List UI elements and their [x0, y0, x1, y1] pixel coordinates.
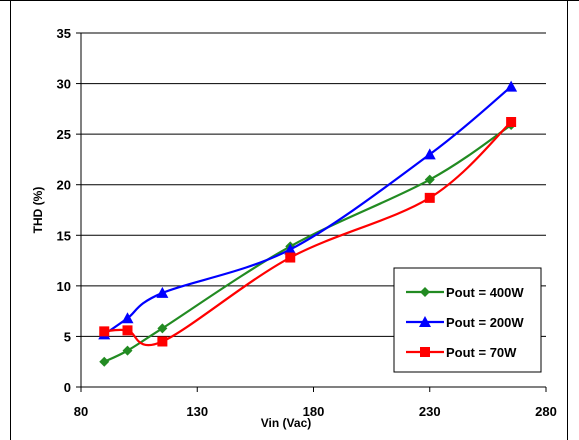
data-point — [121, 312, 134, 324]
data-point — [157, 323, 168, 334]
y-tick-label: 5 — [64, 329, 71, 344]
legend-box — [393, 267, 542, 373]
data-point — [122, 345, 133, 356]
data-point — [424, 174, 435, 185]
data-point — [424, 192, 435, 203]
data-point — [423, 148, 436, 160]
legend-label: Pout = 400W — [446, 285, 524, 300]
series-2 — [99, 117, 517, 347]
data-point — [284, 243, 297, 255]
data-point — [99, 326, 110, 337]
y-tick-label: 35 — [57, 26, 71, 41]
y-tick-label: 20 — [57, 178, 71, 193]
data-point — [157, 336, 168, 347]
tick-labels: 0 5 10 15 20 25 30 35 80 130 180 230 280 — [57, 26, 557, 419]
data-point — [122, 325, 133, 336]
legend-label: Pout = 70W — [446, 345, 517, 360]
legend-swatch-marker — [420, 287, 430, 297]
y-tick-label: 10 — [57, 279, 71, 294]
series-lines — [98, 80, 518, 367]
x-tick-label: 130 — [186, 404, 208, 419]
series-0 — [99, 120, 517, 367]
data-point — [285, 252, 296, 263]
y-tick-label: 0 — [64, 380, 71, 395]
data-point — [505, 80, 518, 92]
axes — [76, 32, 547, 392]
legend-label: Pout = 200W — [446, 315, 524, 330]
legend: Pout = 400W Pout = 200W Pout = 70W — [393, 267, 542, 373]
y-tick-label: 15 — [57, 228, 71, 243]
x-axis-title: Vin (Vac) — [261, 416, 311, 430]
y-axis-title: THD (%) — [31, 187, 45, 234]
y-tick-label: 30 — [57, 77, 71, 92]
data-point — [99, 356, 110, 367]
x-tick-label: 80 — [74, 404, 88, 419]
data-point — [156, 286, 169, 298]
x-tick-label: 230 — [419, 404, 441, 419]
x-tick-label: 180 — [303, 404, 325, 419]
y-tick-label: 25 — [57, 127, 71, 142]
legend-swatch-marker — [420, 347, 430, 357]
data-point — [506, 117, 517, 128]
legend-swatch-marker — [419, 316, 431, 327]
x-tick-label: 280 — [535, 404, 557, 419]
